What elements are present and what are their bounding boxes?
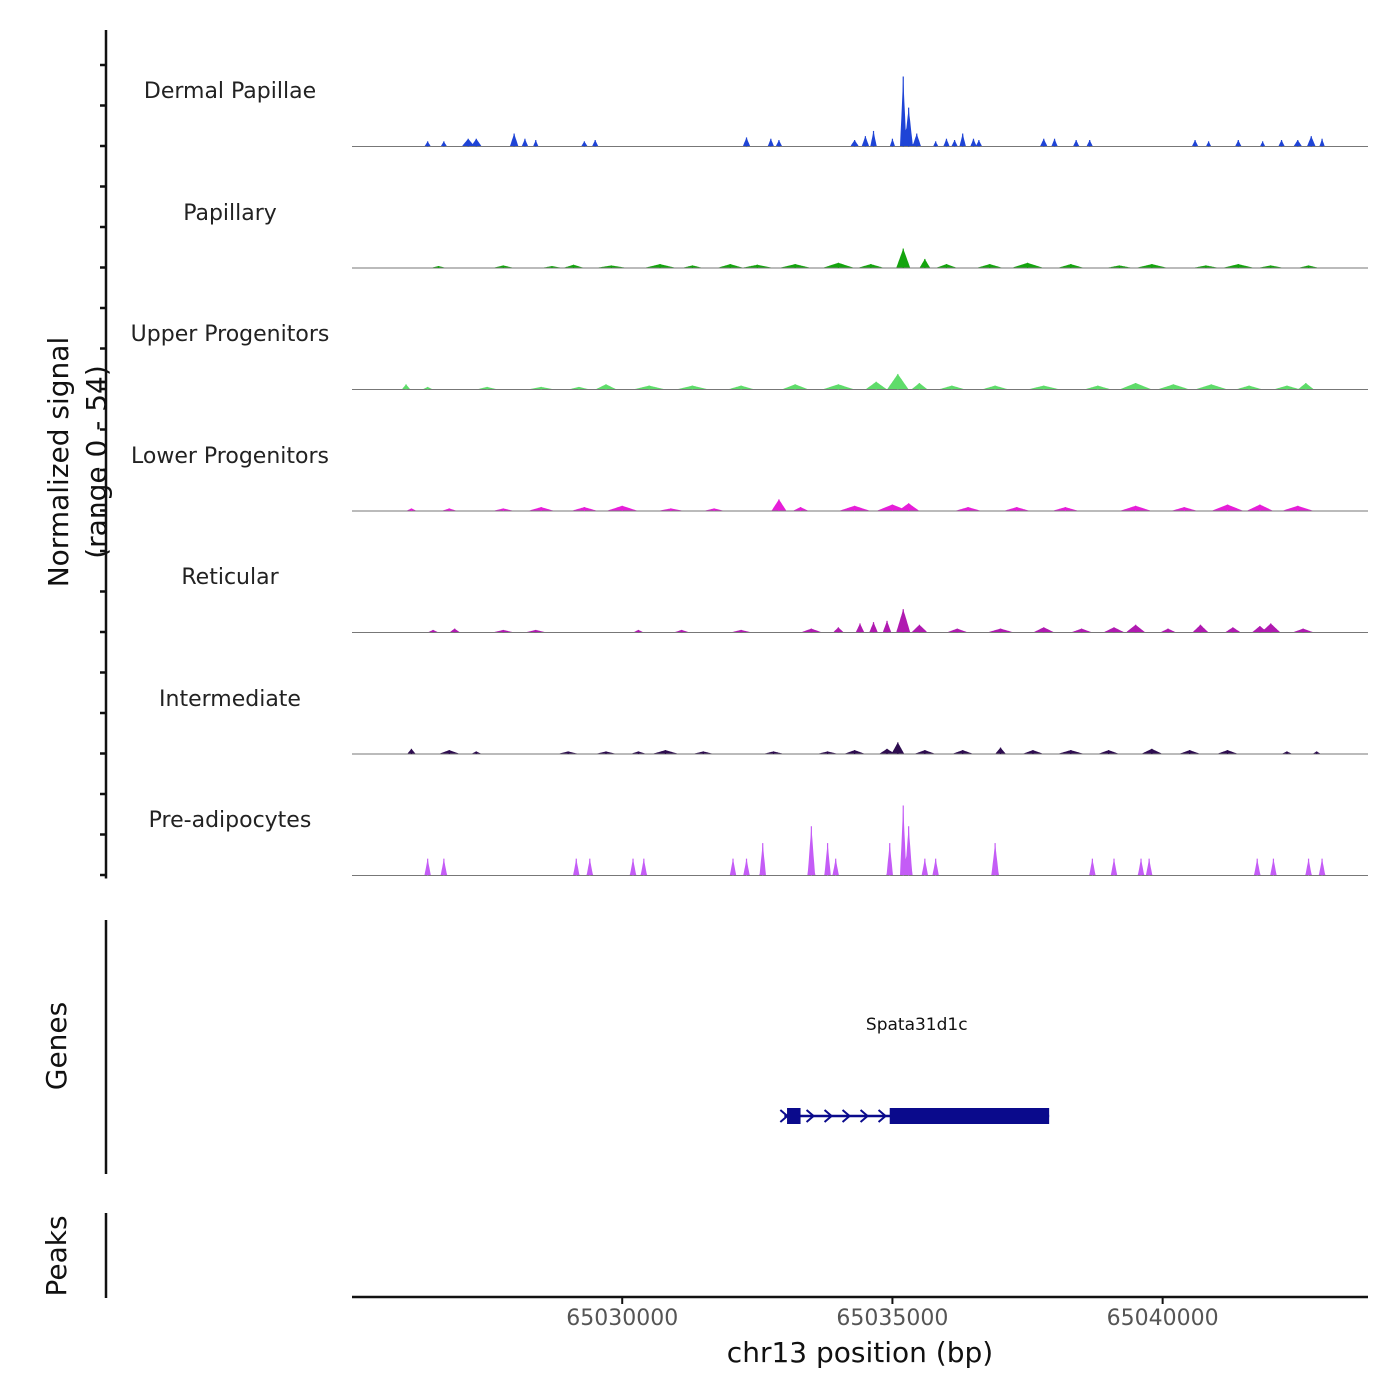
signal-tracks bbox=[352, 76, 1368, 876]
x-tick-label-0: 65030000 bbox=[566, 1306, 679, 1331]
signal-area-upper-progenitors bbox=[352, 374, 1368, 390]
gene-exon-1 bbox=[889, 1108, 1050, 1124]
track-intermediate bbox=[352, 742, 1368, 755]
x-axis-title: chr13 position (bp) bbox=[726, 1336, 994, 1369]
y-axis-title-line2: (range 0 - 54) bbox=[80, 365, 113, 559]
track-pre-adipocytes bbox=[352, 805, 1368, 876]
genes-track bbox=[779, 1108, 1050, 1124]
strand-arrow bbox=[859, 1109, 870, 1123]
signal-area-intermediate bbox=[352, 742, 1368, 754]
gene-exon-0 bbox=[787, 1108, 801, 1124]
track-label-dermal-papillae: Dermal Papillae bbox=[143, 79, 317, 104]
track-label-upper-progenitors: Upper Progenitors bbox=[130, 322, 330, 347]
track-label-reticular: Reticular bbox=[181, 565, 279, 590]
track-label-pre-adipocytes: Pre-adipocytes bbox=[148, 808, 312, 833]
track-label-papillary: Papillary bbox=[183, 200, 277, 226]
track-lower-progenitors bbox=[352, 499, 1368, 512]
track-reticular bbox=[352, 609, 1368, 633]
strand-arrow bbox=[823, 1109, 834, 1123]
strand-arrow bbox=[841, 1109, 852, 1123]
strand-arrow bbox=[805, 1109, 816, 1123]
signal-area-dermal-papillae bbox=[352, 77, 1368, 147]
track-label-lower-progenitors: Lower Progenitors bbox=[131, 443, 329, 469]
gene-label-spata31d1c: Spata31d1c bbox=[865, 1015, 968, 1035]
signal-y-axis bbox=[100, 30, 108, 879]
signal-area-pre-adipocytes bbox=[352, 806, 1368, 876]
x-axis bbox=[352, 1295, 1368, 1304]
track-upper-progenitors bbox=[352, 373, 1368, 390]
peaks-panel-title: Peaks bbox=[40, 1215, 73, 1297]
track-label-intermediate: Intermediate bbox=[159, 686, 301, 712]
strand-arrow bbox=[877, 1109, 888, 1123]
x-tick-label-2: 65040000 bbox=[1106, 1306, 1219, 1331]
track-dermal-papillae bbox=[352, 76, 1368, 147]
signal-area-papillary bbox=[352, 248, 1368, 268]
y-axis-title-line1: Normalized signal bbox=[42, 336, 75, 588]
gene-spata31d1c bbox=[779, 1108, 1050, 1124]
genes-panel-title: Genes bbox=[40, 1001, 73, 1091]
strand-arrow-start bbox=[779, 1109, 789, 1123]
x-tick-label-1: 65035000 bbox=[836, 1306, 949, 1331]
track-papillary bbox=[352, 248, 1368, 269]
signal-area-lower-progenitors bbox=[352, 499, 1368, 511]
y-axis-title: Normalized signal (range 0 - 54) bbox=[40, 302, 120, 622]
